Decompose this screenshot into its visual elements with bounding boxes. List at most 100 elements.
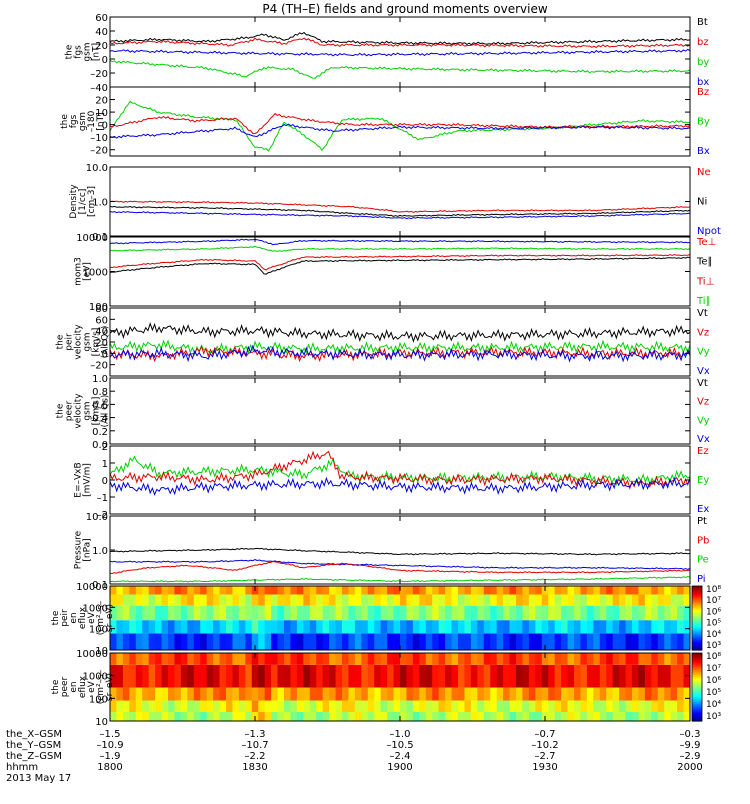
y-axis-label-line: peir xyxy=(65,333,75,351)
spectrogram-cell xyxy=(535,687,543,701)
spectrogram-cell xyxy=(354,586,362,595)
spectrogram-cell xyxy=(677,711,685,721)
spectrogram-cell xyxy=(329,664,337,688)
spectrogram-cell xyxy=(387,653,395,665)
spectrogram-cell xyxy=(670,633,678,650)
spectrogram-cell xyxy=(580,687,588,701)
spectrogram-cell xyxy=(528,586,536,595)
spectrogram-cell xyxy=(541,605,549,621)
legend-bz: bz xyxy=(697,37,709,48)
spectrogram-cell xyxy=(632,605,640,621)
panel-4: Te⊥ Te∥ Ti⊥ Ti∥ 10000 1000 100 mom3 [eV] xyxy=(74,233,717,313)
spectrogram-cell xyxy=(290,605,298,621)
spectrogram-cell xyxy=(619,653,627,665)
ephemeris-value: –2.9 xyxy=(680,751,701,762)
spectrogram-cell xyxy=(380,700,388,712)
spectrogram-cell xyxy=(219,700,227,712)
spectrogram-cell xyxy=(271,653,279,665)
colorbar-swatch xyxy=(692,659,702,663)
colorbar-swatch xyxy=(692,630,702,633)
spectrogram-cell xyxy=(638,594,646,606)
spectrogram-cell xyxy=(335,664,343,688)
spectrogram-cell xyxy=(206,594,214,606)
spectrogram-cell xyxy=(290,700,298,712)
spectrogram-cell xyxy=(580,586,588,595)
spectrogram-cell xyxy=(670,594,678,606)
spectrogram-cell xyxy=(245,605,253,621)
spectrogram-cell xyxy=(367,620,375,634)
spectrogram-cell xyxy=(329,687,337,701)
spectrogram-cell xyxy=(612,620,620,634)
spectrogram-cell xyxy=(277,633,285,650)
spectrogram-cell xyxy=(670,586,678,595)
spectrogram-cell xyxy=(251,664,259,688)
colorbar-swatch xyxy=(692,654,702,657)
spectrogram-cell xyxy=(438,594,446,606)
spectrogram-cell xyxy=(419,687,427,701)
spectrogram-cell xyxy=(528,687,536,701)
spectrogram-cell xyxy=(284,664,292,688)
spectrogram-cell xyxy=(226,687,234,701)
legend-vx: Vx xyxy=(697,434,710,445)
spectrogram-cell xyxy=(664,700,672,712)
spectrogram-cell xyxy=(361,586,369,595)
panel-6: Vt Vz Vy Vx 1.0 0.8 0.6 0.4 0.2 0.0 the peer velocit… xyxy=(56,374,710,451)
spectrogram-cell xyxy=(419,586,427,595)
spectrogram-cell xyxy=(670,605,678,621)
spectrogram-cell xyxy=(554,700,562,712)
spectrogram-cell xyxy=(535,586,543,595)
spectrogram-cell xyxy=(574,633,582,650)
series-line-red xyxy=(109,450,691,490)
spectrogram-cell xyxy=(316,711,324,721)
colorbar-swatch xyxy=(692,626,702,629)
spectrogram-cell xyxy=(593,605,601,621)
spectrogram-cell xyxy=(374,653,382,665)
spectrogram-cell xyxy=(206,687,214,701)
spectrogram-cell xyxy=(393,700,401,712)
spectrogram-cell xyxy=(226,700,234,712)
colorbar-swatch xyxy=(692,603,702,606)
spectrogram-cell xyxy=(400,664,408,688)
spectrogram-cell xyxy=(574,594,582,606)
y-axis-label-line: the xyxy=(56,334,66,349)
spectrogram-cell xyxy=(580,594,588,606)
spectrogram-cell xyxy=(264,711,272,721)
spectrogram xyxy=(110,586,690,650)
colorbar-swatch xyxy=(692,715,702,719)
y-axis-label: the peir en eflux eV (cm²–s– sr–eV) xyxy=(51,600,115,635)
spectrogram-cell xyxy=(367,653,375,665)
legend-te: Te⊥ xyxy=(696,237,716,248)
spectrogram-cell xyxy=(567,664,575,688)
spectrogram-cell xyxy=(574,586,582,595)
spectrogram-cell xyxy=(586,633,594,650)
spectrogram-cell xyxy=(535,711,543,721)
spectrogram-cell xyxy=(116,687,124,701)
spectrogram-cell xyxy=(470,594,478,606)
colorbar-swatch xyxy=(692,687,702,690)
y-axis-label: Pressure [nPa] xyxy=(74,530,93,569)
spectrogram-cell xyxy=(180,653,188,665)
spectrogram-cell xyxy=(354,664,362,688)
spectrogram-cell xyxy=(322,620,330,634)
spectrogram-cell xyxy=(612,711,620,721)
legend: Pt Pb Pe Pi xyxy=(697,516,709,585)
ephemeris-value: –10.9 xyxy=(96,740,123,751)
y-axis-label-line: eflux xyxy=(78,606,88,629)
spectrogram xyxy=(110,653,690,721)
spectrogram-cell xyxy=(458,653,466,665)
spectrogram-cell xyxy=(657,700,665,712)
spectrogram-cell xyxy=(445,586,453,595)
spectrogram-cell xyxy=(593,586,601,595)
spectrogram-cell xyxy=(335,687,343,701)
spectrogram-cell xyxy=(490,664,498,688)
spectrogram-cell xyxy=(135,700,143,712)
spectrogram-cell xyxy=(574,687,582,701)
spectrogram-cell xyxy=(135,605,143,621)
colorbar-swatch xyxy=(692,712,702,715)
spectrogram-cell xyxy=(116,711,124,721)
spectrogram-cell xyxy=(425,586,433,595)
spectrogram-cell xyxy=(110,653,118,665)
spectrogram-cell xyxy=(522,586,530,595)
colorbar-swatch xyxy=(692,685,702,688)
